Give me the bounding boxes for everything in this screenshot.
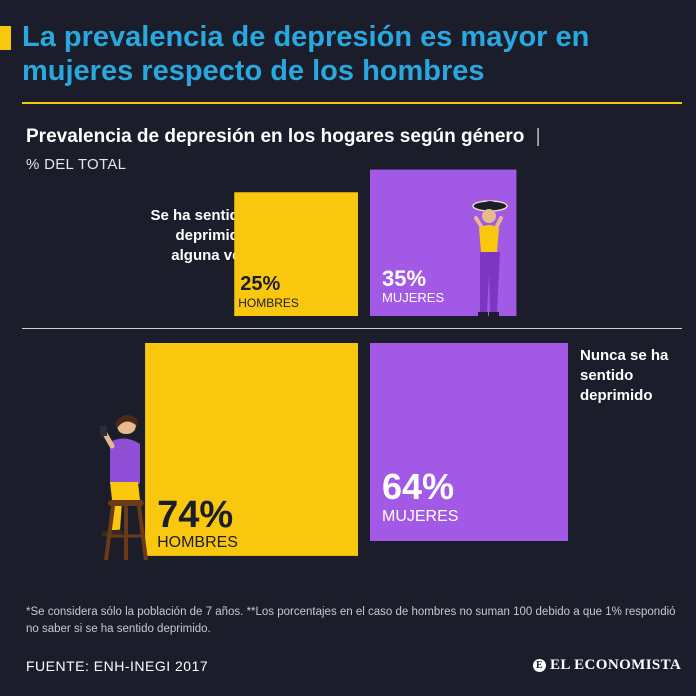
chart-svg: 25% HOMBRES 35% MUJERES 74% HOMBRES 64% … <box>100 169 568 561</box>
category-label-never-depressed: Nunca se ha sentido deprimido <box>580 347 669 404</box>
accent-bar <box>0 26 11 50</box>
man-illustration-icon <box>100 414 148 561</box>
series-label-men-never: HOMBRES <box>157 534 238 551</box>
category-label-ever-depressed: Se ha sentido deprimido alguna vez <box>150 207 248 264</box>
value-label-women-ever: 35% <box>382 266 426 291</box>
headline: La prevalencia de depresión es mayor en … <box>22 21 590 87</box>
value-label-men-never: 74% <box>157 494 233 536</box>
bar-men-ever <box>234 192 358 316</box>
bar-women-never <box>370 343 568 541</box>
brand-name: EL ECONOMISTA <box>550 657 682 673</box>
chart-title-separator: | <box>535 126 541 147</box>
divider-top <box>22 102 682 104</box>
series-label-women-never: MUJERES <box>382 508 458 525</box>
series-label-women-ever: MUJERES <box>382 290 444 305</box>
value-label-women-never: 64% <box>382 466 454 507</box>
value-label-men-ever: 25% <box>240 273 280 295</box>
chart-title: Prevalencia de depresión en los hogares … <box>26 126 541 148</box>
chart-title-text: Prevalencia de depresión en los hogares … <box>26 126 525 147</box>
source-note: FUENTE: ENH-INEGI 2017 <box>26 658 209 674</box>
woman-illustration-icon <box>472 200 508 316</box>
chart-unit: % DEL TOTAL <box>26 156 127 173</box>
brand-logo-icon: E <box>533 659 546 672</box>
footnote: *Se considera sólo la población de 7 año… <box>26 606 676 635</box>
divider-middle <box>22 328 682 329</box>
brand-logo: E EL ECONOMISTA <box>533 657 681 674</box>
bar-men-never <box>145 343 358 556</box>
series-label-men-ever: HOMBRES <box>238 296 299 310</box>
